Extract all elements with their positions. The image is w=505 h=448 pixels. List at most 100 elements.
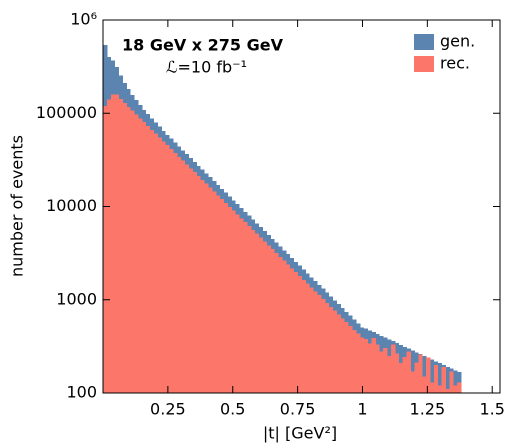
bar bbox=[173, 152, 178, 393]
bar bbox=[138, 118, 143, 393]
bar bbox=[367, 343, 372, 393]
annotation: 18 GeV x 275 GeV bbox=[122, 36, 284, 55]
bar bbox=[352, 329, 357, 393]
bar bbox=[165, 145, 170, 393]
bar bbox=[282, 260, 287, 393]
bar bbox=[437, 363, 443, 393]
bar bbox=[219, 199, 225, 393]
bar bbox=[289, 268, 295, 393]
x-tick-label: 1 bbox=[357, 400, 367, 419]
x-tick-label: 0.5 bbox=[220, 400, 245, 419]
bar bbox=[274, 252, 279, 393]
bar bbox=[262, 241, 267, 393]
x-axis-label: |t| [GeV²] bbox=[263, 424, 337, 443]
bar bbox=[340, 318, 345, 393]
bar bbox=[457, 382, 462, 393]
bar bbox=[145, 125, 151, 393]
bar bbox=[231, 210, 236, 393]
bar bbox=[258, 237, 263, 393]
bar bbox=[453, 370, 458, 393]
bar bbox=[406, 351, 411, 393]
bar bbox=[445, 366, 450, 393]
bar bbox=[313, 291, 318, 393]
bar bbox=[176, 156, 182, 393]
bar bbox=[278, 256, 283, 393]
bar bbox=[429, 382, 435, 393]
bar bbox=[239, 218, 244, 393]
bar bbox=[153, 133, 158, 393]
bar bbox=[149, 129, 154, 393]
bar bbox=[375, 344, 380, 393]
bar bbox=[328, 306, 334, 393]
y-tick-label: 100 bbox=[66, 383, 97, 402]
bar bbox=[387, 355, 392, 393]
bar bbox=[114, 94, 119, 394]
bar bbox=[223, 203, 228, 393]
bar bbox=[437, 385, 443, 393]
bar bbox=[227, 206, 232, 393]
bar bbox=[429, 359, 435, 393]
bar bbox=[383, 347, 388, 393]
bar bbox=[391, 344, 396, 393]
bar bbox=[441, 367, 446, 393]
legend-label: rec. bbox=[440, 54, 470, 73]
legend-swatch bbox=[414, 56, 434, 72]
bar bbox=[106, 99, 112, 393]
bar bbox=[453, 385, 458, 393]
bar bbox=[355, 333, 361, 393]
bar bbox=[445, 389, 450, 393]
bar bbox=[266, 245, 271, 393]
legend-label: gen. bbox=[440, 32, 475, 51]
bar bbox=[422, 355, 427, 393]
bar bbox=[410, 371, 415, 393]
bar bbox=[301, 279, 306, 393]
bar bbox=[285, 264, 291, 393]
bar bbox=[317, 295, 322, 393]
bar bbox=[103, 105, 108, 394]
x-tick-label: 1.25 bbox=[410, 400, 446, 419]
y-axis-label: number of events bbox=[8, 135, 27, 277]
bar bbox=[449, 371, 454, 393]
bar bbox=[344, 322, 349, 393]
bar bbox=[118, 99, 123, 394]
bar bbox=[188, 168, 193, 393]
y-tick-label: 10000 bbox=[46, 196, 97, 215]
bar bbox=[320, 298, 326, 393]
bar bbox=[247, 226, 252, 393]
bar bbox=[422, 376, 427, 393]
bar bbox=[371, 337, 376, 393]
bar bbox=[192, 172, 197, 393]
bar bbox=[359, 337, 365, 393]
bar bbox=[332, 310, 337, 393]
bar bbox=[336, 314, 341, 393]
legend-swatch bbox=[414, 34, 434, 50]
bar bbox=[348, 325, 353, 393]
bar bbox=[180, 160, 186, 393]
bar bbox=[110, 94, 116, 394]
bar bbox=[122, 102, 127, 394]
bar bbox=[293, 272, 299, 393]
x-tick-label: 0.25 bbox=[150, 400, 186, 419]
bar bbox=[184, 164, 190, 393]
x-tick-label: 0.75 bbox=[280, 400, 316, 419]
bar bbox=[215, 195, 221, 393]
annotation: ℒ=10 fb⁻¹ bbox=[166, 58, 247, 77]
bar bbox=[305, 283, 310, 393]
bar bbox=[402, 357, 407, 393]
bar bbox=[309, 287, 314, 393]
y-tick-label: 100000 bbox=[36, 103, 97, 122]
bar bbox=[157, 137, 162, 393]
bar bbox=[200, 179, 205, 393]
bar bbox=[254, 233, 260, 393]
bar bbox=[270, 249, 275, 393]
bar bbox=[418, 354, 423, 393]
bar bbox=[211, 191, 217, 393]
bar bbox=[426, 357, 431, 393]
bar bbox=[394, 353, 400, 393]
bar bbox=[297, 275, 302, 393]
x-tick-label: 1.5 bbox=[479, 400, 504, 419]
bar bbox=[243, 222, 248, 393]
y-tick-label: 10⁶ bbox=[70, 10, 97, 29]
bar bbox=[134, 114, 139, 394]
